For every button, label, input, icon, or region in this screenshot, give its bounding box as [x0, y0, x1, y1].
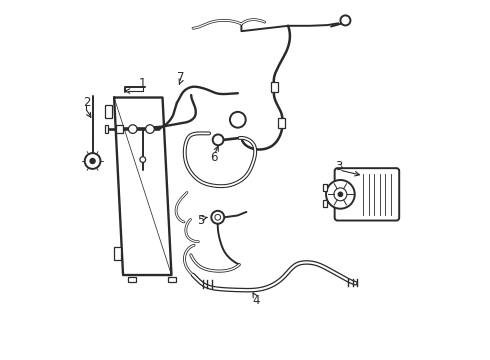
Bar — [323, 200, 327, 207]
Bar — [105, 126, 108, 133]
Text: 3: 3 — [335, 160, 343, 173]
Text: 4: 4 — [252, 294, 260, 307]
Bar — [323, 184, 327, 191]
Circle shape — [334, 188, 347, 201]
FancyBboxPatch shape — [335, 168, 399, 221]
Circle shape — [230, 112, 245, 128]
Circle shape — [215, 215, 221, 220]
Bar — [116, 125, 123, 134]
Circle shape — [213, 134, 223, 145]
Circle shape — [338, 192, 343, 197]
Bar — [278, 118, 285, 128]
Bar — [128, 277, 136, 282]
Bar — [105, 105, 112, 118]
Text: 6: 6 — [210, 151, 217, 164]
Circle shape — [90, 158, 95, 163]
Bar — [114, 247, 121, 260]
Text: 1: 1 — [139, 77, 147, 90]
Bar — [168, 277, 176, 282]
Circle shape — [128, 125, 137, 134]
Circle shape — [146, 125, 154, 134]
Text: 7: 7 — [177, 71, 184, 84]
Text: 5: 5 — [197, 214, 205, 227]
Bar — [271, 82, 278, 92]
Text: 2: 2 — [83, 96, 90, 109]
Circle shape — [85, 153, 100, 169]
Circle shape — [140, 157, 146, 162]
Circle shape — [326, 180, 355, 209]
Circle shape — [341, 15, 350, 26]
Circle shape — [211, 211, 224, 224]
